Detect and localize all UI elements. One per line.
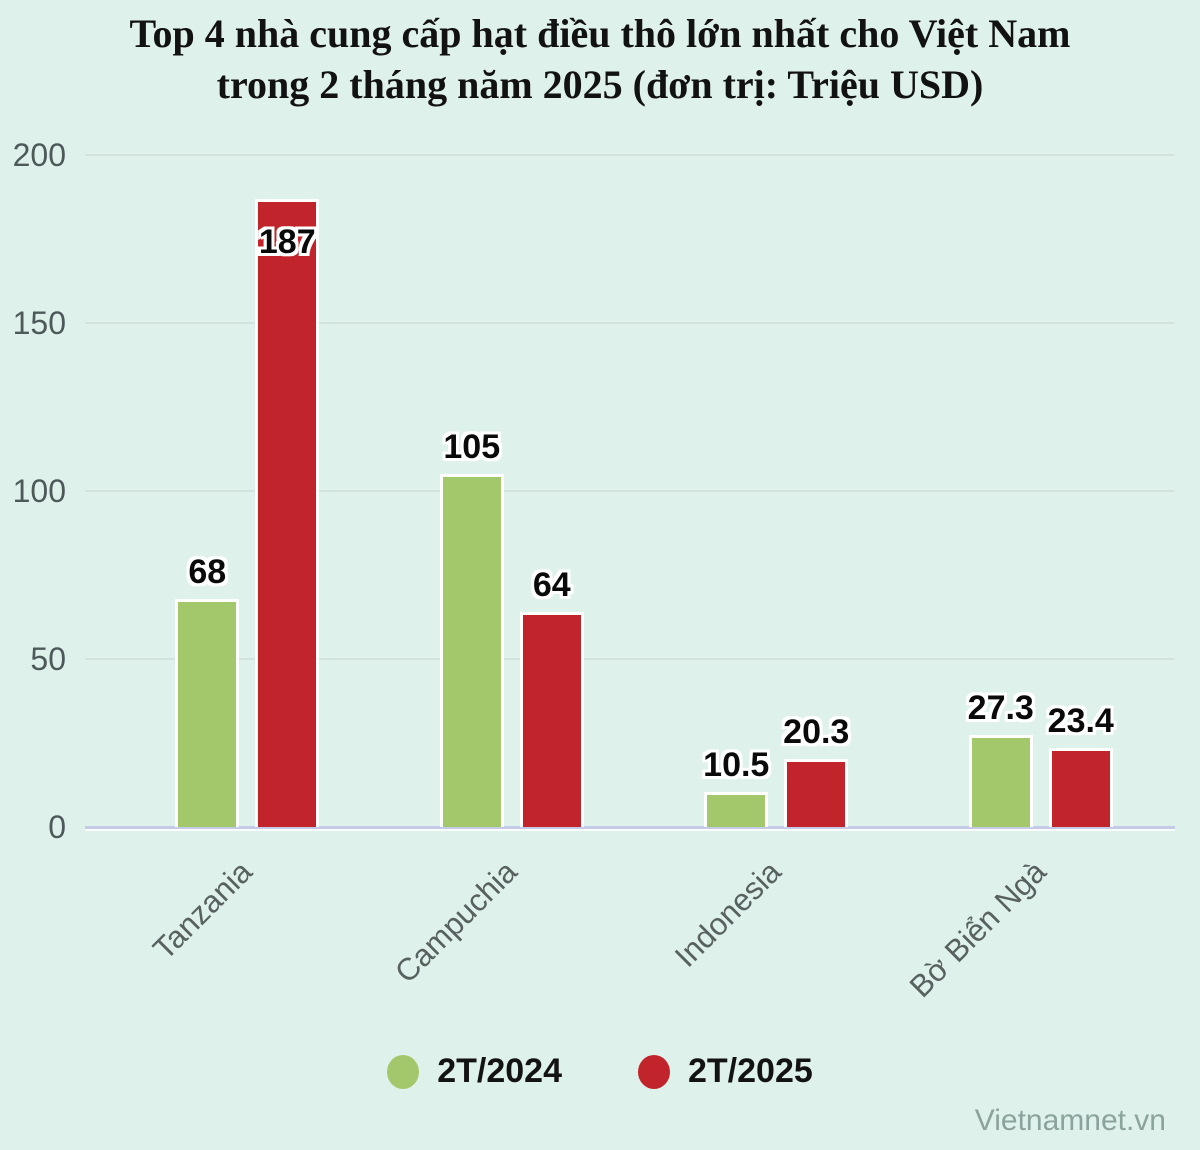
legend-label: 2T/2024 [437, 1052, 562, 1090]
value-label: 68 [188, 552, 227, 591]
watermark: Vietnamnet.vn [974, 1104, 1166, 1137]
chart-title-text: Top 4 nhà cung cấp hạt điều thô lớn nhất… [129, 11, 1071, 108]
legend-label: 2T/2025 [688, 1052, 813, 1090]
bar-2T/2024-Tanzania [175, 598, 240, 827]
gridline [85, 658, 1175, 660]
legend-item-2T/2025: 2T/2025 [638, 1052, 813, 1091]
legend-swatch-icon [638, 1054, 670, 1089]
value-label: 64 [532, 565, 571, 604]
bar-2T/2024-Indonesia [704, 791, 769, 827]
value-label: 105 [443, 428, 501, 467]
value-label: 10.5 [703, 745, 770, 784]
y-axis-tick-label: 0 [48, 809, 66, 845]
legend-swatch-icon [387, 1054, 420, 1089]
bar-2T/2025-Bờ Biển Ngà [1048, 748, 1113, 827]
gridline [85, 322, 1175, 324]
y-axis-tick-label: 100 [12, 473, 66, 509]
y-axis-tick-label: 150 [12, 305, 66, 341]
gridline [85, 490, 1175, 492]
zero-baseline [85, 826, 1175, 829]
bar-2T/2025-Campuchia [519, 611, 584, 827]
value-label: 23.4 [1047, 702, 1114, 741]
value-label: 187 [258, 222, 316, 261]
y-axis-tick-label: 200 [12, 137, 66, 173]
bar-2T/2025-Tanzania [255, 198, 320, 827]
bar-2T/2025-Indonesia [784, 758, 849, 827]
gridline [85, 154, 1175, 156]
y-axis-tick-label: 50 [30, 641, 66, 677]
bar-2T/2024-Campuchia [439, 474, 504, 827]
chart-title: Top 4 nhà cung cấp hạt điều thô lớn nhất… [0, 8, 1200, 110]
legend-item-2T/2024: 2T/2024 [387, 1052, 562, 1091]
bar-2T/2024-Bờ Biển Ngà [968, 735, 1033, 827]
value-label: 20.3 [783, 712, 850, 751]
legend: 2T/2024 2T/2025 [0, 1052, 1200, 1091]
value-label: 27.3 [967, 689, 1034, 728]
